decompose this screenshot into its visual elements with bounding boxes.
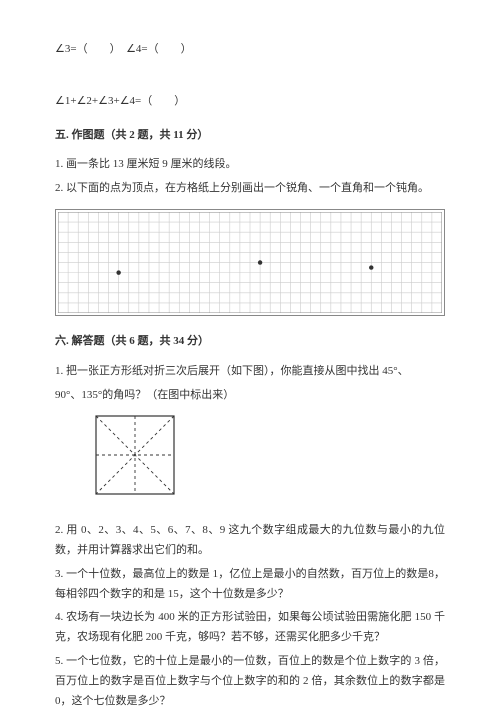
section-6-q1b: 90°、135°的角吗？（在图中标出来） — [55, 386, 445, 406]
angle-expr-1: ∠3=（ ） ∠4=（ ） — [55, 40, 445, 60]
square-svg — [95, 415, 175, 495]
angle-expr-2: ∠1+∠2+∠3+∠4=（ ） — [55, 92, 445, 112]
section-6-q5: 5. 一个七位数，它的十位上是最小的一位数，百位上的数是个位上数字的 3 倍，百… — [55, 652, 445, 711]
section-6-q2: 2. 用 0、2、3、4、5、6、7、8、9 这九个数字组成最大的九位数与最小的… — [55, 521, 445, 561]
section-5-q1: 1. 画一条比 13 厘米短 9 厘米的线段。 — [55, 155, 445, 175]
section-6-q4: 4. 农场有一块边长为 400 米的正方形试验田，如果每公顷试验田需施化肥 15… — [55, 608, 445, 648]
grid-paper — [55, 209, 445, 316]
section-6-q1a: 1. 把一张正方形纸对折三次后展开（如下图），你能直接从图中找出 45°、 — [55, 362, 445, 382]
section-5-title: 五. 作图题（共 2 题，共 11 分） — [55, 126, 445, 146]
section-5-q2: 2. 以下面的点为顶点，在方格纸上分别画出一个锐角、一个直角和一个钝角。 — [55, 179, 445, 199]
section-6-q3: 3. 一个十位数，最高位上的数是 1，亿位上是最小的自然数，百万位上的数是8，每… — [55, 565, 445, 605]
folded-square-figure — [95, 415, 445, 503]
section-6-title: 六. 解答题（共 6 题，共 34 分） — [55, 332, 445, 352]
grid-svg — [58, 212, 442, 313]
